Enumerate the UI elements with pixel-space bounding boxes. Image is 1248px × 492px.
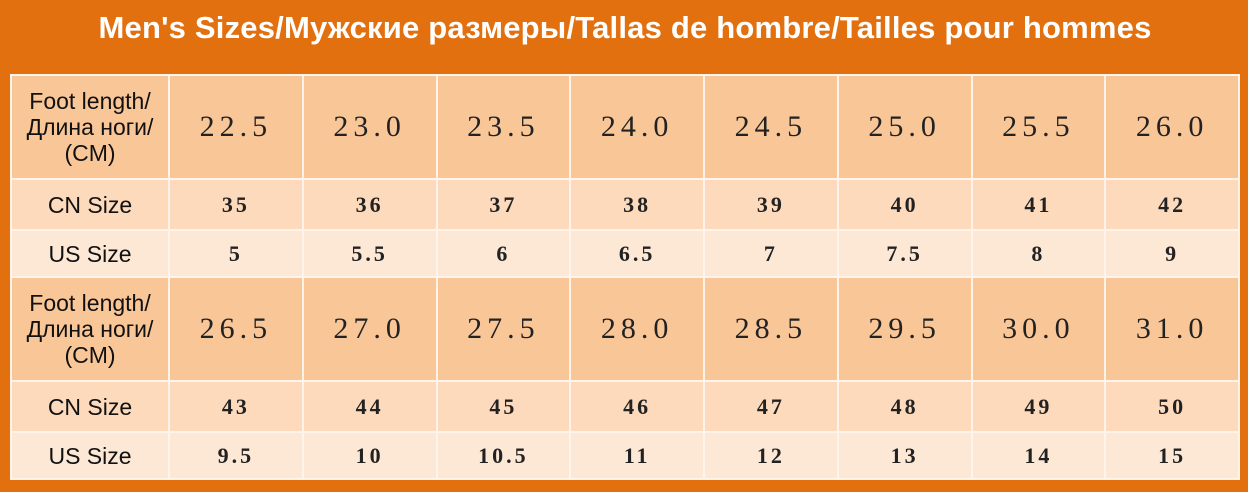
cell: 29.5 — [836, 276, 973, 382]
label-line: (CM) — [64, 342, 116, 368]
cell: 13 — [836, 431, 973, 480]
label-line: CN Size — [47, 191, 133, 218]
row-label: US Size — [10, 431, 170, 480]
cell: 31.0 — [1104, 276, 1240, 382]
label-line: Foot length/ — [29, 290, 151, 316]
row-label: Foot length/Длина ноги/(CM) — [10, 276, 170, 382]
cell: 24.5 — [703, 74, 839, 180]
cell: 12 — [703, 431, 839, 480]
cell: 14 — [970, 431, 1107, 480]
cell: 25.0 — [836, 74, 973, 180]
cell: 38 — [569, 178, 705, 231]
cell: 5.5 — [301, 229, 438, 278]
cell: 7 — [703, 229, 839, 278]
cell: 11 — [569, 431, 705, 480]
cell: 10 — [301, 431, 438, 480]
cell: 9 — [1104, 229, 1240, 278]
row: Foot length/Длина ноги/(CM) 22.5 23.0 23.5 2… — [10, 74, 1240, 180]
label-line: US Size — [48, 240, 132, 267]
row: US Size 9.5 10 10.5 11 12 13 14 15 — [10, 431, 1240, 480]
cell: 9.5 — [168, 431, 304, 480]
label-line: Foot length/ — [29, 88, 151, 114]
cell: 35 — [168, 178, 304, 231]
cell: 41 — [970, 178, 1107, 231]
cell: 36 — [301, 178, 438, 231]
cell: 6.5 — [569, 229, 705, 278]
label-line: Длина ноги/ — [26, 316, 154, 342]
cell: 39 — [703, 178, 839, 231]
row: CN Size 35 36 37 38 39 40 41 42 — [10, 178, 1240, 231]
row-label: US Size — [10, 229, 170, 278]
cell: 49 — [970, 380, 1107, 433]
row: CN Size 43 44 45 46 47 48 49 50 — [10, 380, 1240, 433]
cell: 44 — [301, 380, 438, 433]
row: Foot length/Длина ноги/(CM) 26.5 27.0 27.5 2… — [10, 276, 1240, 382]
cell: 47 — [703, 380, 839, 433]
label-line: (CM) — [64, 140, 116, 166]
cell: 15 — [1104, 431, 1240, 480]
cell: 43 — [168, 380, 304, 433]
row-label: Foot length/Длина ноги/(CM) — [10, 74, 170, 180]
cell: 46 — [569, 380, 705, 433]
cell: 22.5 — [168, 74, 304, 180]
cell: 27.5 — [435, 276, 572, 382]
cell: 50 — [1104, 380, 1240, 433]
label-line: Длина ноги/ — [26, 114, 154, 140]
row-label: CN Size — [10, 380, 170, 433]
row-label: CN Size — [10, 178, 170, 231]
cell: 25.5 — [970, 74, 1107, 180]
size-table: Foot length/Длина ноги/(CM) 22.5 23.0 23.5 2… — [10, 74, 1240, 480]
cell: 37 — [435, 178, 572, 231]
cell: 30.0 — [970, 276, 1107, 382]
title: Men's Sizes/Мужские размеры/Tallas de ho… — [98, 10, 1152, 45]
size-chart: Men's Sizes/Мужские размеры/Tallas de ho… — [10, 10, 1240, 488]
row: US Size 5 5.5 6 6.5 7 7.5 8 9 — [10, 229, 1240, 278]
cell: 23.5 — [435, 74, 572, 180]
cell: 5 — [168, 229, 304, 278]
cell: 26.0 — [1104, 74, 1240, 180]
cell: 7.5 — [836, 229, 973, 278]
cell: 23.0 — [301, 74, 438, 180]
cell: 40 — [836, 178, 973, 231]
cell: 48 — [836, 380, 973, 433]
label-line: US Size — [48, 442, 132, 469]
cell: 26.5 — [168, 276, 304, 382]
cell: 42 — [1104, 178, 1240, 231]
label-line: CN Size — [47, 393, 133, 420]
cell: 27.0 — [301, 276, 438, 382]
cell: 8 — [970, 229, 1107, 278]
cell: 6 — [435, 229, 572, 278]
cell: 45 — [435, 380, 572, 433]
cell: 28.5 — [703, 276, 839, 382]
cell: 28.0 — [569, 276, 705, 382]
cell: 24.0 — [569, 74, 705, 180]
cell: 10.5 — [435, 431, 572, 480]
